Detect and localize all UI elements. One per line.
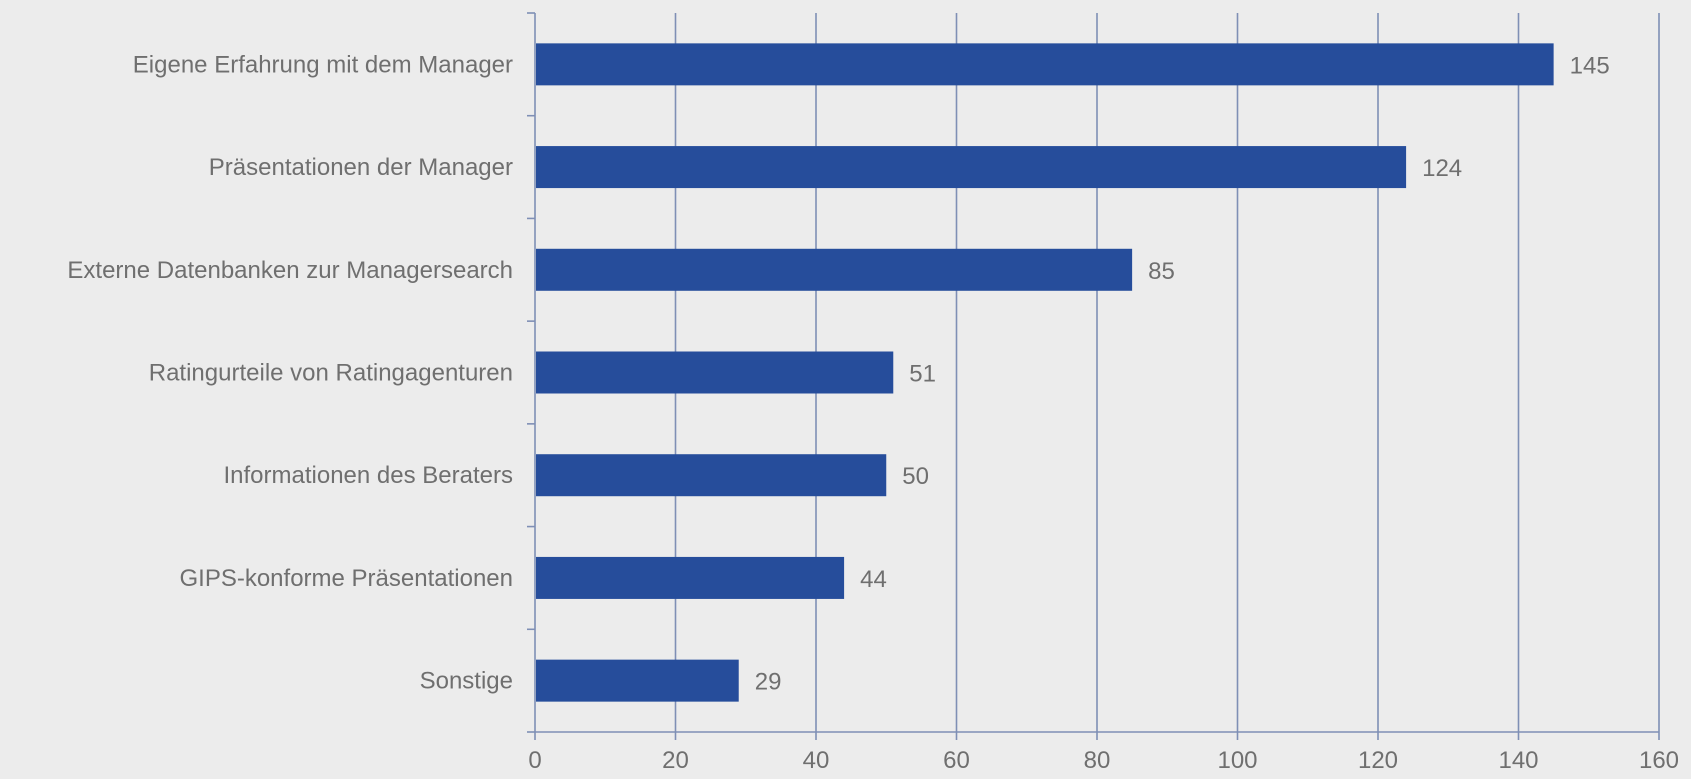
x-tick-label: 60: [943, 747, 970, 774]
category-label: Informationen des Beraters: [224, 462, 514, 489]
bar: [536, 556, 845, 599]
axes: [527, 12, 1660, 740]
value-label: 51: [909, 361, 936, 388]
bar: [536, 248, 1133, 291]
x-tick-label: 0: [528, 747, 541, 774]
x-tick-labels: 0 20 40 60 80 100 120 140 160: [528, 747, 1679, 774]
x-tick-label: 20: [662, 747, 689, 774]
category-label: Externe Datenbanken zur Managersearch: [67, 257, 513, 284]
value-label: 44: [860, 566, 887, 593]
value-label: 50: [902, 463, 929, 490]
category-label: Eigene Erfahrung mit dem Manager: [133, 51, 513, 78]
grid-lines: [674, 13, 1660, 732]
x-tick-label: 80: [1084, 747, 1111, 774]
x-tick-label: 160: [1639, 747, 1679, 774]
x-tick-label: 140: [1498, 747, 1538, 774]
bar: [536, 351, 894, 394]
value-labels: 145 124 85 51 50 44 29: [755, 52, 1610, 695]
category-label: Präsentationen der Manager: [209, 154, 513, 181]
x-tick-label: 120: [1358, 747, 1398, 774]
x-tick-label: 100: [1217, 747, 1257, 774]
bar: [536, 454, 887, 497]
bars: [536, 43, 1554, 702]
x-tick-label: 40: [803, 747, 830, 774]
category-labels: Eigene Erfahrung mit dem Manager Präsenta…: [67, 51, 513, 694]
category-label: Sonstige: [420, 668, 513, 695]
bar: [536, 659, 739, 702]
bar: [536, 146, 1407, 189]
category-label: Ratingurteile von Ratingagenturen: [149, 360, 513, 387]
value-label: 85: [1148, 258, 1175, 285]
category-label: GIPS-konforme Präsentationen: [179, 565, 513, 592]
value-label: 124: [1422, 155, 1462, 182]
value-label: 145: [1570, 52, 1610, 79]
bar: [536, 43, 1554, 86]
value-label: 29: [755, 669, 782, 696]
